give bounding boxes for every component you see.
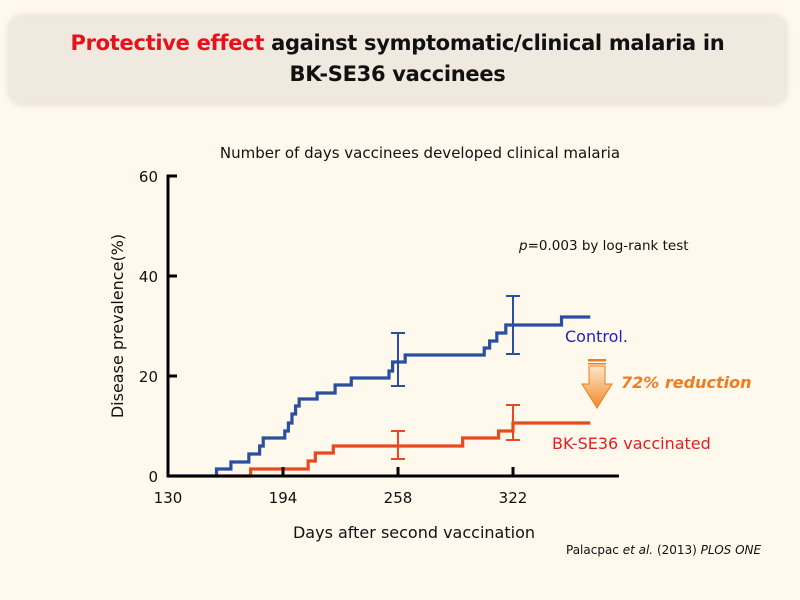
citation-author: Palacpac <box>566 543 623 557</box>
x-tick-label: 130 <box>154 489 183 507</box>
citation: Palacpac et al. (2013) PLOS ONE <box>566 543 762 557</box>
y-tick-label: 20 <box>139 368 158 386</box>
x-tick-label: 322 <box>499 489 528 507</box>
vaccinated-error-bar <box>390 430 405 460</box>
control-error-bar <box>390 332 405 387</box>
p-symbol: p <box>518 238 528 254</box>
control-error-bar <box>505 295 520 355</box>
y-tick-label: 0 <box>148 468 158 486</box>
title-highlight: Protective effect <box>70 31 265 55</box>
citation-year: (2013) <box>653 543 701 557</box>
title-banner <box>10 17 785 103</box>
citation-etal: et al. <box>623 543 653 557</box>
legend-vaccinated: BK-SE36 vaccinated <box>552 434 711 453</box>
p-value-annotation: p=0.003 by log-rank test <box>518 238 689 254</box>
vaccinated-error-bar <box>505 404 520 441</box>
title-line1-rest: against symptomatic/clinical malaria in <box>264 31 725 55</box>
vaccinated-curve <box>216 421 591 478</box>
legend-control: Control. <box>565 327 628 346</box>
p-value-text: =0.003 by log-rank test <box>528 238 689 254</box>
y-tick-label: 40 <box>139 268 158 286</box>
slide-title: Protective effect against symptomatic/cl… <box>10 28 785 90</box>
reduction-arrow-icon <box>581 359 613 409</box>
reduction-label: 72% reduction <box>621 373 751 392</box>
y-tick-label: 60 <box>139 168 158 186</box>
chart-title: Number of days vaccinees developed clini… <box>220 144 620 162</box>
y-axis-label: Disease prevalence(%) <box>108 234 127 418</box>
citation-journal: PLOS ONE <box>701 543 762 557</box>
x-tick-label: 194 <box>269 489 298 507</box>
x-tick-label: 258 <box>384 489 413 507</box>
title-line2: BK-SE36 vaccinees <box>289 62 506 86</box>
control-curve <box>168 315 591 478</box>
x-axis-label: Days after second vaccination <box>293 523 535 542</box>
